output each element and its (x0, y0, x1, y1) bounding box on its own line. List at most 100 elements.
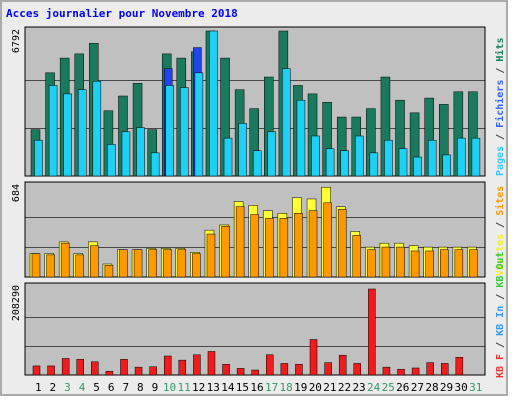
bar-top-pages-20 (311, 135, 320, 177)
bar-mid-sites-2 (46, 254, 55, 278)
legend-item-top-1: / (495, 128, 506, 146)
bar-mid-sites-28 (425, 250, 434, 278)
bar-bot-kb-f-28 (426, 362, 434, 376)
bar-bot-kb-f-29 (441, 363, 449, 376)
bar-bot-kb-f-14 (222, 364, 230, 376)
bar-top-pages-1 (34, 139, 43, 177)
bar-bot-kb-f-6 (105, 371, 114, 376)
x-tick-label: 30 (455, 381, 468, 394)
legend-item-bot-1: / (495, 336, 506, 354)
legend-item-top-3: / (495, 62, 506, 80)
bar-bot-kb-f-13 (207, 351, 216, 376)
bar-mid-sites-8 (133, 249, 143, 278)
x-tick-label: 18 (280, 381, 293, 394)
bar-bot-kb-f-21 (324, 362, 332, 376)
bar-bot-kb-f-7 (120, 359, 128, 376)
x-tick-label: 26 (396, 381, 409, 394)
x-tick-label: 11 (177, 381, 190, 394)
bar-bot-kb-f-8 (134, 366, 143, 376)
bar-mid-sites-14 (221, 226, 230, 278)
bar-mid-sites-1 (31, 253, 41, 278)
bar-top-pages-25 (384, 139, 393, 177)
bar-mid-sites-13 (206, 233, 216, 278)
legend-item-mid-1: / (495, 216, 506, 234)
panel-mid: 684 Visites / Sites (11, 181, 506, 278)
legend-item-mid-2: Sites (494, 186, 506, 216)
bar-mid-sites-24 (367, 249, 376, 278)
plot-area-bot (24, 282, 486, 376)
x-tick-label: 17 (265, 381, 278, 394)
bar-top-pages-28 (427, 139, 437, 177)
bar-mid-sites-18 (279, 218, 289, 278)
bar-bot-kb-f-19 (295, 364, 303, 376)
x-tick-label: 3 (64, 381, 71, 394)
x-tick-label: 28 (425, 381, 438, 394)
bar-top-pages-2 (48, 85, 58, 177)
bar-mid-sites-20 (308, 210, 318, 278)
bar-top-pages-10 (165, 85, 174, 177)
bar-mid-sites-19 (294, 212, 303, 278)
x-tick-label: 2 (50, 381, 57, 394)
bar-bot-kb-f-20 (309, 339, 318, 376)
bar-mid-sites-17 (265, 218, 274, 278)
bar-mid-sites-21 (323, 202, 332, 278)
bar-mid-sites-4 (75, 254, 84, 278)
x-tick-label: 4 (79, 381, 86, 394)
x-tick-label: 22 (338, 381, 351, 394)
bar-bot-kb-f-23 (353, 363, 362, 376)
legend-item-top-0: Pages (495, 146, 506, 176)
bar-bot-kb-f-17 (266, 354, 274, 376)
bar-top-pages-27 (413, 156, 422, 177)
bar-top-pages-22 (340, 150, 349, 177)
bar-bot-kb-f-12 (193, 354, 201, 376)
bar-mid-sites-11 (177, 249, 187, 278)
x-tick-label: 13 (207, 381, 220, 394)
bar-top-pages-11 (180, 87, 189, 177)
bar-top-pages-24 (369, 152, 379, 177)
bar-top-pages-5 (92, 81, 102, 177)
x-tick-label: 19 (294, 381, 307, 394)
x-tick-label: 14 (221, 381, 235, 394)
legend-item-bot-0: KB F (495, 354, 506, 378)
bar-top-pages-29 (442, 154, 452, 177)
bar-bot-kb-f-2 (47, 365, 55, 376)
bar-mid-sites-10 (162, 249, 172, 278)
bar-mid-sites-30 (454, 249, 464, 278)
bar-mid-sites-12 (192, 253, 201, 278)
bar-bot-kb-f-22 (338, 354, 347, 376)
bar-bot-kb-f-18 (280, 363, 289, 376)
x-tick-label: 10 (163, 381, 176, 394)
x-tick-label: 25 (382, 381, 395, 394)
y-max-label-bot: 208290 (11, 285, 22, 321)
y-max-label-top: 6792 (11, 29, 22, 53)
bar-bot-kb-f-3 (61, 358, 70, 376)
bar-top-pages-13 (209, 30, 218, 177)
bar-top-pages-12 (194, 72, 204, 177)
bar-bot-kb-f-4 (76, 359, 84, 376)
bar-top-pages-31 (471, 137, 481, 177)
bar-bot-kb-f-27 (411, 367, 420, 376)
panel-top: 6792 Pages / Fichiers / Hits (11, 26, 506, 177)
y-max-label-mid: 684 (11, 184, 22, 202)
bar-top-pages-30 (457, 137, 466, 177)
x-tick-label: 20 (309, 381, 322, 394)
bar-top-pages-6 (107, 144, 116, 177)
legend-top: Pages / Fichiers / Hits (494, 38, 506, 177)
bar-top-pages-14 (223, 137, 233, 177)
bar-top-pages-23 (355, 135, 364, 177)
panel-bot: 208290 KB F / KB In / KB Out (11, 252, 506, 378)
bar-mid-sites-26 (396, 246, 405, 278)
x-tick-label: 5 (93, 381, 100, 394)
x-tick-label: 6 (108, 381, 115, 394)
x-tick-label: 9 (152, 381, 159, 394)
bar-bot-kb-f-30 (455, 356, 464, 376)
bar-bot-kb-f-26 (397, 368, 405, 376)
x-tick-label: 24 (367, 381, 381, 394)
bar-mid-sites-22 (337, 209, 347, 278)
bar-mid-sites-7 (119, 249, 128, 278)
bar-mid-sites-27 (410, 250, 420, 278)
bar-top-pages-9 (150, 152, 160, 177)
x-tick-label: 15 (236, 381, 249, 394)
x-tick-label: 1 (35, 381, 42, 394)
